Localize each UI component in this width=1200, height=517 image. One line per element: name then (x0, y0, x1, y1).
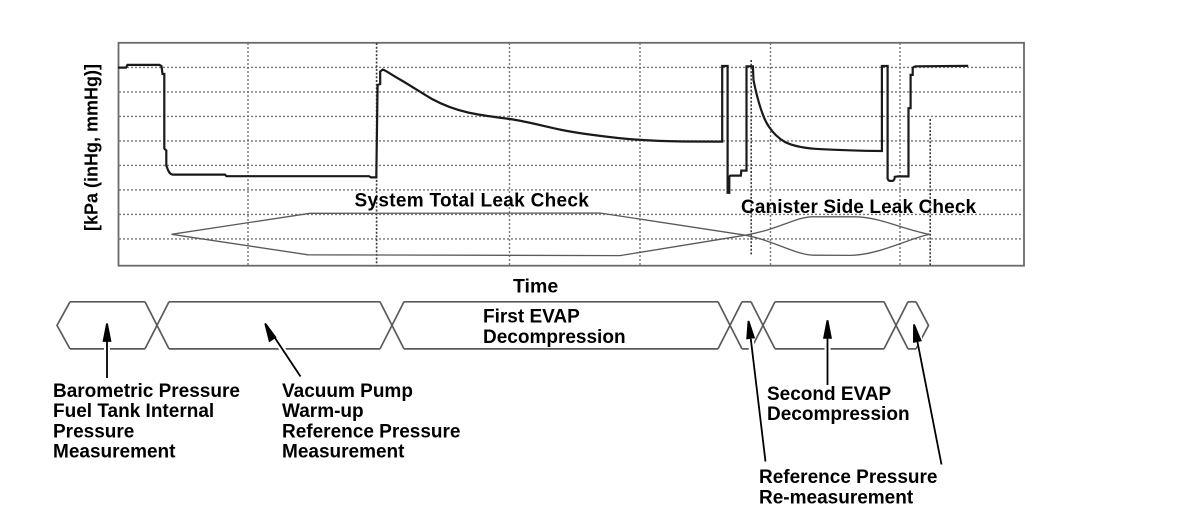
svg-text:Time: Time (513, 276, 558, 298)
svg-text:System Total Leak Check: System Total Leak Check (355, 191, 590, 212)
svg-text:Canister Side Leak Check: Canister Side Leak Check (741, 197, 977, 218)
svg-text:Second EVAP: Second EVAP (767, 384, 892, 405)
svg-text:Fuel Tank Internal: Fuel Tank Internal (53, 401, 214, 422)
svg-text:[kPa (inHg, mmHg)]: [kPa (inHg, mmHg)] (82, 64, 102, 231)
svg-text:Measurement: Measurement (53, 442, 176, 463)
svg-text:Barometric Pressure: Barometric Pressure (53, 381, 240, 402)
svg-text:Reference Pressure: Reference Pressure (282, 421, 461, 442)
svg-text:Re-measurement: Re-measurement (759, 487, 914, 508)
svg-text:First EVAP: First EVAP (483, 307, 580, 328)
svg-text:Warm-up: Warm-up (282, 401, 364, 422)
svg-text:Vacuum Pump: Vacuum Pump (282, 381, 413, 402)
svg-text:Pressure: Pressure (53, 421, 134, 442)
svg-text:Measurement: Measurement (282, 442, 405, 463)
svg-text:Reference Pressure: Reference Pressure (759, 467, 938, 488)
svg-text:Decompression: Decompression (483, 327, 626, 348)
svg-text:Decompression: Decompression (767, 404, 910, 425)
